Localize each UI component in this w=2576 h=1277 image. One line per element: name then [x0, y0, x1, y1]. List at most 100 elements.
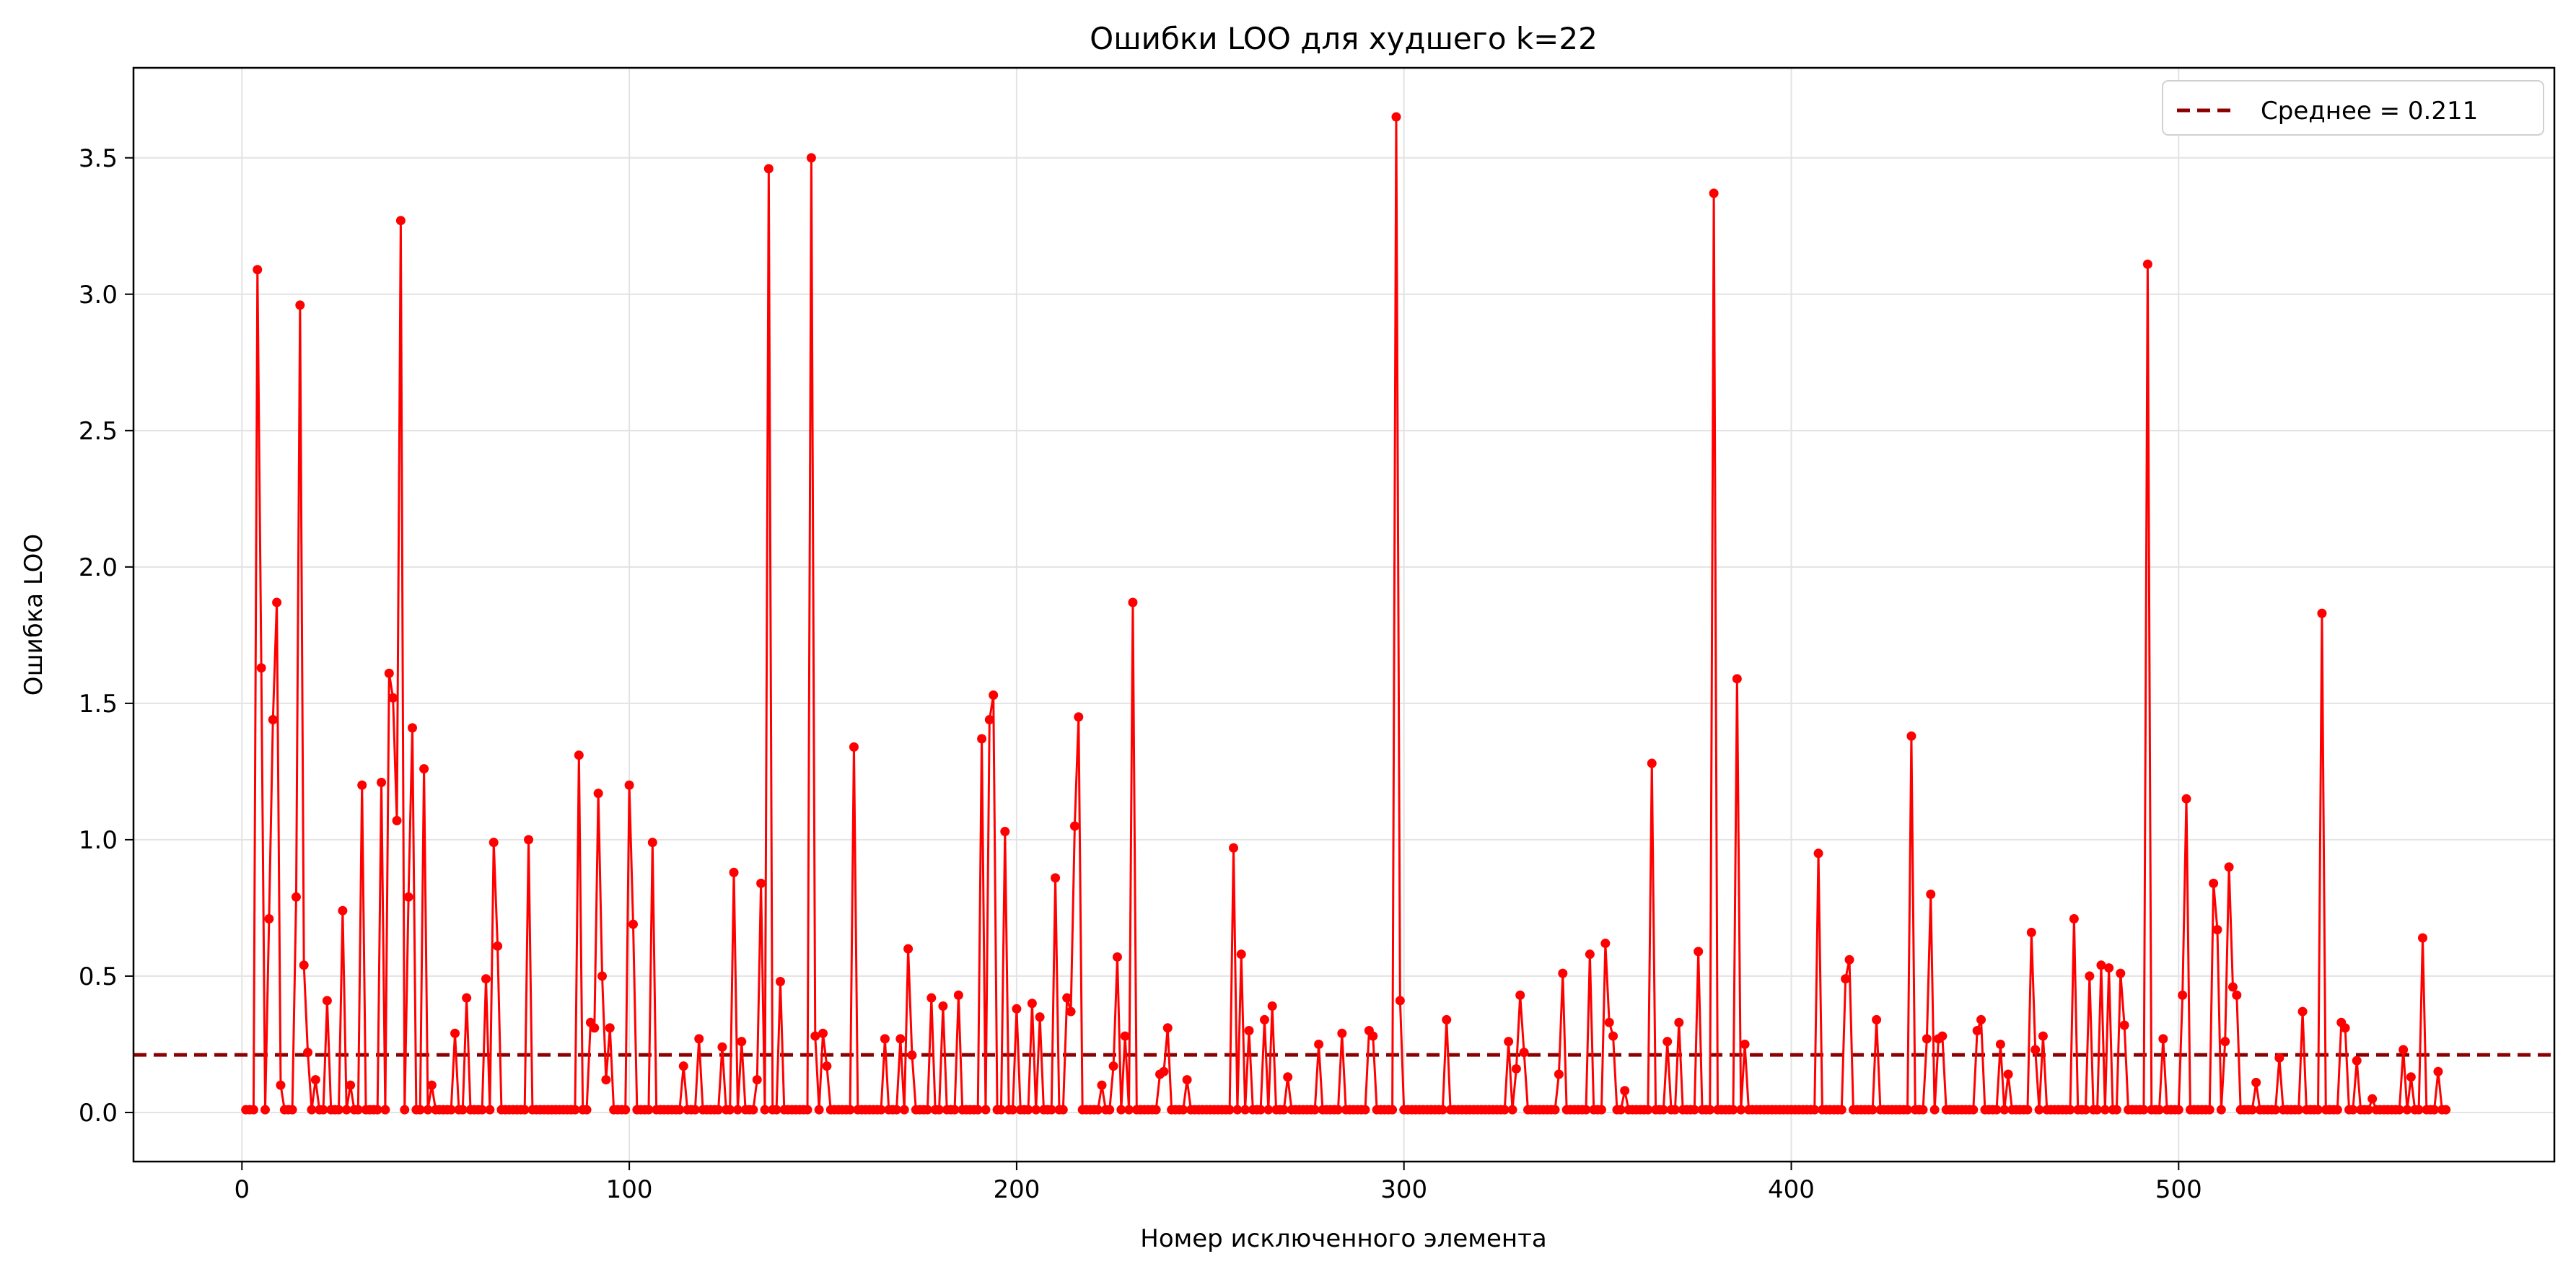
data-point	[1012, 1004, 1022, 1014]
data-point	[2023, 1105, 2033, 1115]
data-point	[1841, 974, 1851, 984]
data-point	[876, 1105, 886, 1115]
data-point	[2220, 1037, 2230, 1047]
data-point	[2209, 878, 2219, 888]
data-point	[1314, 1039, 1324, 1049]
y-tick-label: 2.0	[79, 553, 118, 582]
data-point	[907, 1050, 917, 1061]
data-point	[256, 663, 266, 673]
data-point	[1728, 1105, 1738, 1115]
data-point	[1504, 1037, 1514, 1047]
data-point	[295, 300, 305, 310]
data-point	[2139, 1105, 2149, 1115]
data-point	[1937, 1031, 1948, 1041]
data-point	[2414, 1105, 2424, 1115]
data-point	[2247, 1105, 2257, 1115]
data-point	[1097, 1080, 1107, 1090]
data-point	[2100, 1105, 2110, 1115]
data-point	[1608, 1031, 1618, 1041]
data-point	[260, 1105, 271, 1115]
data-point	[2158, 1034, 2168, 1044]
data-point	[690, 1105, 700, 1115]
data-point	[1051, 873, 1061, 883]
data-point	[1074, 712, 1084, 722]
data-point	[481, 974, 491, 984]
data-point	[1836, 1105, 1846, 1115]
data-point	[2367, 1094, 2378, 1104]
data-point	[725, 1105, 735, 1115]
data-point	[1732, 674, 1742, 684]
data-point	[849, 742, 859, 752]
data-point	[934, 1105, 945, 1115]
data-point	[899, 1105, 909, 1115]
data-point	[981, 1105, 991, 1115]
data-point	[1596, 1105, 1606, 1115]
data-point	[1225, 1105, 1235, 1115]
data-point	[2313, 1105, 2323, 1115]
data-point	[1647, 758, 1657, 768]
data-point	[2232, 990, 2242, 1000]
data-point	[1229, 843, 1239, 853]
data-point	[1093, 1105, 1103, 1115]
data-point	[818, 1028, 828, 1038]
data-point	[1244, 1026, 1254, 1036]
data-point	[810, 1031, 820, 1041]
data-point	[2142, 259, 2152, 269]
data-point	[1689, 1105, 1699, 1115]
data-point	[1929, 1105, 1940, 1115]
data-point	[1232, 1105, 1243, 1115]
data-point	[1069, 821, 1079, 831]
data-point	[2274, 1053, 2284, 1063]
data-point	[1872, 1014, 1882, 1024]
data-point	[268, 715, 278, 725]
data-point	[771, 1105, 781, 1115]
data-point	[272, 597, 282, 607]
data-point	[310, 1075, 320, 1085]
data-point	[1585, 949, 1595, 960]
data-point	[2085, 971, 2095, 981]
data-point	[1023, 1105, 1033, 1115]
data-point	[1360, 1105, 1370, 1115]
data-point	[1112, 952, 1122, 962]
data-point	[845, 1105, 855, 1115]
data-point	[2332, 1105, 2342, 1115]
data-point	[678, 1061, 688, 1071]
data-point	[493, 941, 503, 951]
data-point	[1906, 731, 1916, 741]
data-point	[2317, 608, 2327, 618]
data-point	[2340, 1023, 2350, 1033]
data-point	[1867, 1105, 1878, 1115]
y-axis-label: Ошибка LOO	[19, 534, 48, 695]
data-point	[287, 1105, 297, 1115]
data-point	[1046, 1105, 1056, 1115]
x-tick-label: 100	[606, 1175, 653, 1204]
data-point	[1976, 1014, 1986, 1024]
data-point	[338, 905, 348, 916]
data-point	[1995, 1039, 2005, 1049]
data-point	[2430, 1105, 2440, 1115]
data-point	[1116, 1105, 1126, 1115]
data-point	[2297, 1006, 2308, 1017]
data-point	[1558, 968, 1568, 978]
legend: Среднее = 0.211	[2162, 80, 2544, 136]
data-point	[1515, 990, 1525, 1000]
data-point	[248, 1105, 258, 1115]
data-point	[264, 914, 274, 924]
data-point	[2417, 933, 2427, 943]
x-tick-label: 0	[234, 1175, 250, 1204]
data-point	[1972, 1026, 1982, 1036]
data-point	[1442, 1014, 1452, 1024]
y-tick-label: 3.0	[79, 281, 118, 310]
data-point	[1283, 1072, 1293, 1082]
data-point	[2294, 1105, 2304, 1115]
legend-box	[2162, 80, 2544, 136]
data-point	[2116, 968, 2126, 978]
data-point	[318, 1105, 328, 1115]
data-point	[1105, 1105, 1115, 1115]
data-point	[1182, 1075, 1192, 1085]
legend-mean-label: Среднее = 0.211	[2261, 97, 2478, 126]
data-point	[307, 1105, 317, 1115]
series-layer	[241, 112, 2451, 1115]
data-point	[1162, 1023, 1173, 1033]
